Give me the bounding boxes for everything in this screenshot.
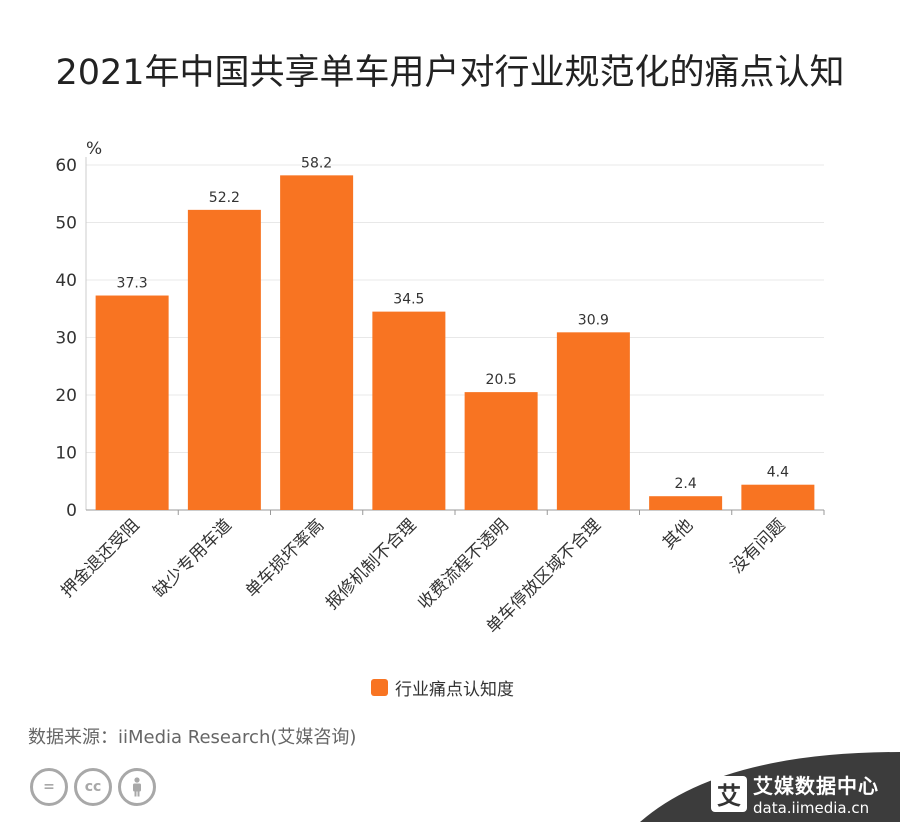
y-tick-label: 0 — [66, 501, 77, 521]
brand-block: 艾 艾媒数据中心 data.iimedia.cn — [711, 770, 879, 817]
brand-logo-icon: 艾 — [711, 775, 747, 812]
y-tick-label: 20 — [55, 386, 77, 406]
y-axis-unit: % — [86, 139, 102, 159]
person-icon — [118, 768, 156, 806]
license-icons: = cc — [30, 768, 156, 806]
data-label: 52.2 — [209, 190, 240, 206]
y-tick-label: 50 — [55, 214, 77, 234]
bar — [649, 496, 723, 510]
bar-chart: 0102030405060%37.3押金退还受阻52.2缺少专用车道58.2单车… — [55, 139, 825, 638]
data-label: 20.5 — [486, 372, 517, 388]
bar — [95, 295, 169, 510]
data-label: 2.4 — [674, 476, 696, 492]
y-tick-label: 30 — [55, 329, 77, 349]
bar — [464, 392, 538, 510]
chart-title: 2021年中国共享单车用户对行业规范化的痛点认知 — [55, 53, 845, 93]
bar — [187, 209, 261, 510]
legend-swatch — [371, 679, 388, 696]
brand-name: 艾媒数据中心 — [753, 774, 879, 798]
data-label: 30.9 — [578, 312, 609, 328]
bar — [280, 175, 354, 510]
bar — [556, 332, 630, 510]
data-label: 58.2 — [301, 155, 332, 171]
cc-icon: cc — [74, 768, 112, 806]
y-tick-label: 40 — [55, 271, 77, 291]
source-note: 数据来源：iiMedia Research(艾媒咨询) — [28, 727, 357, 748]
data-label: 34.5 — [393, 292, 424, 308]
data-label: 4.4 — [767, 465, 789, 481]
legend-label: 行业痛点认知度 — [395, 680, 514, 700]
data-label: 37.3 — [117, 276, 148, 292]
equals-icon: = — [30, 768, 68, 806]
y-tick-label: 60 — [55, 156, 77, 176]
bar — [372, 311, 446, 510]
y-tick-label: 10 — [55, 444, 77, 464]
bar — [741, 484, 815, 510]
legend: 行业痛点认知度 — [371, 675, 514, 700]
brand-url: data.iimedia.cn — [753, 799, 870, 817]
